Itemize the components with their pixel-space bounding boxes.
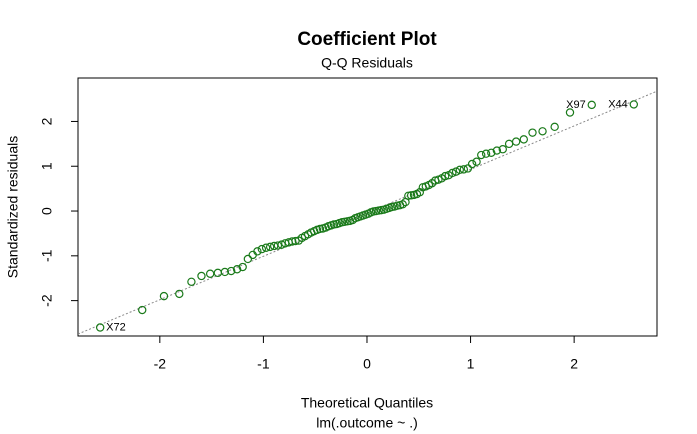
data-point (440, 171, 450, 181)
data-point (498, 145, 507, 154)
data-point (504, 139, 514, 149)
data-point (448, 168, 457, 178)
data-point (587, 100, 596, 110)
x-tick-label: -1 (257, 356, 270, 372)
data-point (348, 215, 357, 225)
x-tick-label: 1 (467, 356, 475, 372)
data-point (393, 201, 402, 210)
data-point (213, 268, 223, 278)
data-point (238, 262, 247, 272)
y-axis-label: Standardized residuals (5, 136, 21, 278)
point-label: X44 (608, 98, 628, 110)
data-point (406, 191, 416, 200)
data-point (463, 164, 473, 173)
data-point (404, 191, 413, 201)
data-point (492, 146, 502, 155)
data-point (273, 241, 283, 250)
data-point (257, 244, 267, 254)
x-tick-label: 2 (570, 356, 578, 372)
data-point (528, 128, 537, 137)
data-point (477, 150, 486, 160)
data-point (315, 224, 325, 234)
x-axis-label: Theoretical Quantiles (301, 395, 433, 411)
chart-subtitle: Q-Q Residuals (321, 55, 413, 71)
chart-title: Coefficient Plot (297, 29, 437, 50)
data-point (565, 108, 575, 117)
data-point (187, 277, 196, 287)
data-point (329, 220, 339, 229)
data-point (467, 159, 477, 169)
data-point (472, 157, 481, 166)
plot-frame (77, 77, 658, 337)
data-point (95, 323, 105, 332)
y-tick-label: -1 (39, 249, 55, 262)
y-tick-label: 2 (39, 117, 55, 125)
data-point (629, 100, 638, 109)
data-point (159, 291, 169, 301)
data-point (511, 137, 521, 146)
data-point (261, 243, 271, 252)
point-label: X72 (106, 321, 126, 333)
data-point (459, 165, 469, 174)
data-point (265, 242, 275, 252)
data-point (243, 254, 253, 264)
data-point (175, 289, 184, 299)
data-point (550, 122, 559, 132)
data-point (519, 135, 528, 144)
data-point (232, 265, 242, 274)
data-point (226, 266, 236, 276)
data-point (455, 165, 464, 175)
y-tick-label: -2 (39, 294, 55, 307)
y-tick-label: 1 (39, 162, 55, 170)
plot-area (78, 90, 657, 335)
y-tick-label: 0 (39, 207, 55, 215)
x-axis-label-2: lm(.outcome ~ .) (316, 415, 418, 431)
x-tick-label: 0 (363, 356, 371, 372)
data-point (220, 267, 230, 277)
x-tick-label: -2 (154, 356, 167, 372)
data-point (138, 305, 147, 315)
data-point (487, 148, 496, 158)
data-point (291, 236, 300, 246)
point-label: X97 (566, 99, 586, 111)
data-point (197, 271, 206, 281)
data-point (205, 269, 215, 278)
data-point (253, 247, 262, 256)
data-point (538, 127, 547, 136)
data-point (481, 149, 491, 158)
